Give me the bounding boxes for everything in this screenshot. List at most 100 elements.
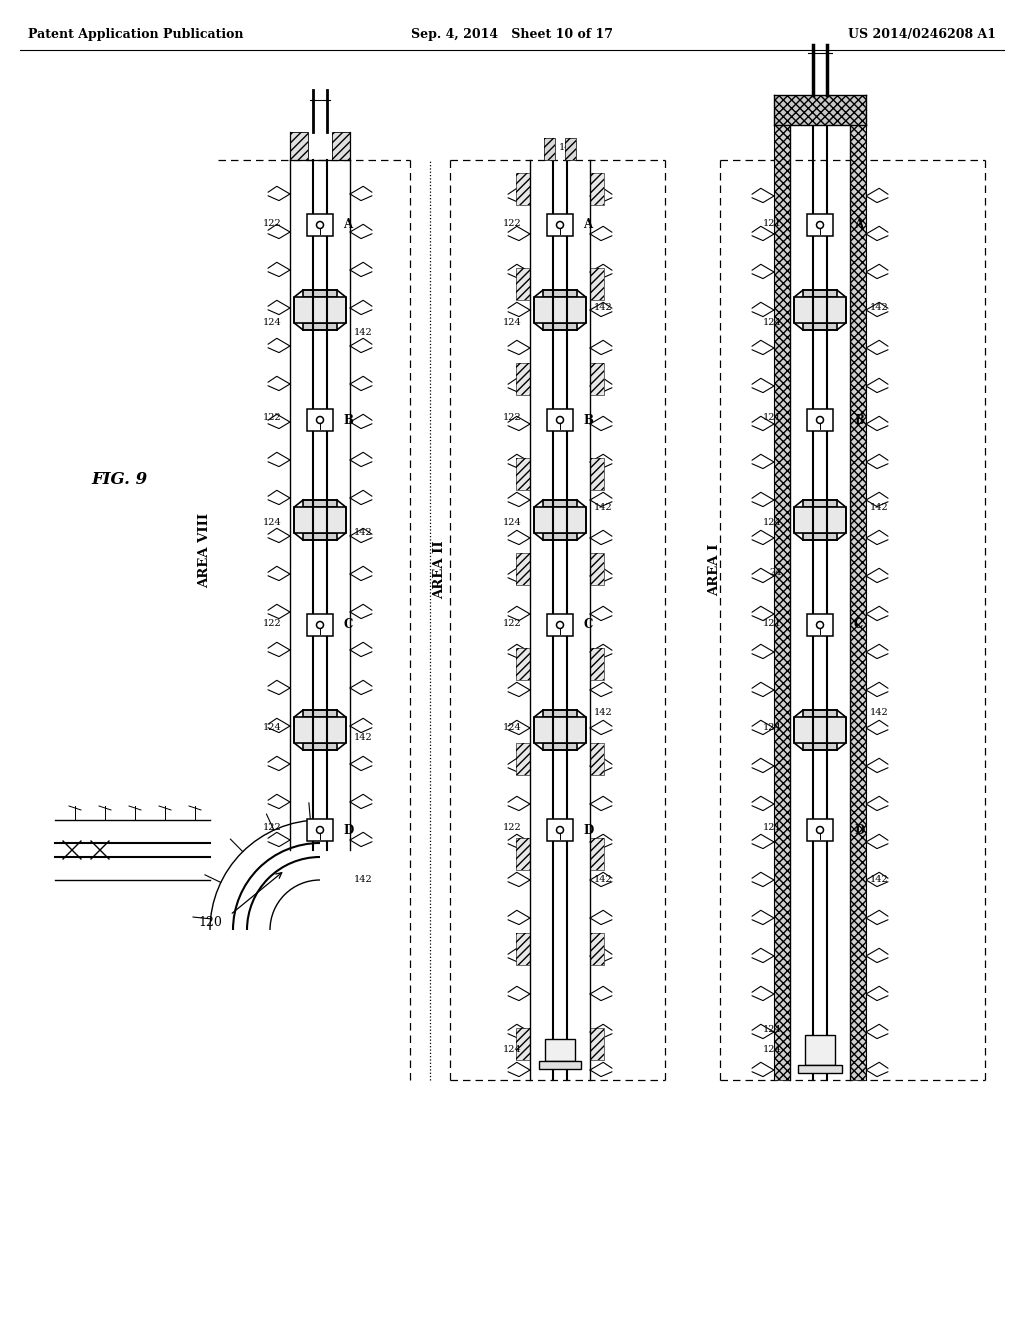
Bar bbox=[803, 743, 837, 750]
Bar bbox=[307, 818, 333, 841]
Text: 122: 122 bbox=[503, 824, 522, 833]
Bar bbox=[516, 648, 530, 680]
Bar bbox=[850, 125, 866, 1080]
Bar bbox=[590, 648, 604, 680]
Text: C: C bbox=[583, 619, 592, 631]
Bar bbox=[516, 553, 530, 585]
Text: 124: 124 bbox=[503, 318, 522, 327]
Bar bbox=[303, 500, 337, 507]
Bar bbox=[516, 838, 530, 870]
Text: 142: 142 bbox=[354, 733, 373, 742]
Text: 142: 142 bbox=[354, 327, 373, 337]
Bar bbox=[590, 1028, 604, 1060]
Bar bbox=[807, 214, 833, 236]
Text: B: B bbox=[854, 413, 864, 426]
Text: 124: 124 bbox=[763, 1045, 782, 1055]
Text: 124: 124 bbox=[763, 517, 782, 527]
Text: AREA I: AREA I bbox=[709, 544, 722, 597]
Bar bbox=[543, 710, 577, 717]
Bar bbox=[807, 409, 833, 432]
Circle shape bbox=[816, 826, 823, 833]
Bar bbox=[590, 458, 604, 490]
Bar bbox=[307, 614, 333, 636]
Bar bbox=[516, 648, 530, 680]
Bar bbox=[516, 363, 530, 395]
Bar bbox=[565, 139, 575, 160]
Bar bbox=[534, 507, 586, 533]
Text: Sep. 4, 2014   Sheet 10 of 17: Sep. 4, 2014 Sheet 10 of 17 bbox=[411, 28, 613, 41]
Bar bbox=[290, 132, 308, 160]
Circle shape bbox=[556, 826, 563, 833]
Bar bbox=[516, 933, 530, 965]
Bar bbox=[332, 132, 350, 160]
Text: 142: 142 bbox=[559, 143, 578, 152]
Bar bbox=[547, 409, 573, 432]
Circle shape bbox=[316, 622, 324, 628]
Bar bbox=[807, 614, 833, 636]
Text: 142: 142 bbox=[594, 304, 612, 312]
Bar bbox=[545, 1039, 575, 1061]
Bar bbox=[547, 818, 573, 841]
Bar bbox=[803, 533, 837, 540]
Text: Patent Application Publication: Patent Application Publication bbox=[28, 28, 244, 41]
Text: 121: 121 bbox=[763, 619, 782, 627]
Circle shape bbox=[816, 622, 823, 628]
Bar bbox=[774, 125, 790, 1080]
Bar bbox=[774, 95, 866, 125]
Text: D: D bbox=[583, 824, 593, 837]
Text: 121: 121 bbox=[763, 219, 782, 227]
Bar bbox=[332, 132, 350, 160]
Bar bbox=[543, 743, 577, 750]
Circle shape bbox=[816, 222, 823, 228]
Text: 124: 124 bbox=[503, 723, 522, 733]
Bar bbox=[590, 1028, 604, 1060]
Bar bbox=[516, 743, 530, 775]
Text: 122: 122 bbox=[263, 413, 282, 422]
Text: 121: 121 bbox=[763, 824, 782, 833]
Circle shape bbox=[556, 222, 563, 228]
Text: 142: 142 bbox=[594, 875, 612, 884]
Bar bbox=[794, 297, 846, 323]
Text: B: B bbox=[583, 413, 593, 426]
Bar bbox=[803, 710, 837, 717]
Bar bbox=[547, 214, 573, 236]
Text: 122: 122 bbox=[503, 413, 522, 422]
Bar bbox=[803, 323, 837, 330]
Text: 142: 142 bbox=[594, 503, 612, 512]
Text: 122: 122 bbox=[263, 619, 282, 627]
Text: 122: 122 bbox=[503, 219, 522, 227]
Bar bbox=[803, 290, 837, 297]
Bar bbox=[294, 297, 346, 323]
Text: 142: 142 bbox=[354, 875, 373, 884]
Bar bbox=[774, 125, 790, 1080]
Bar bbox=[290, 132, 308, 160]
Text: 124: 124 bbox=[503, 1045, 522, 1055]
Text: 120: 120 bbox=[198, 916, 222, 928]
Bar bbox=[307, 214, 333, 236]
Text: 124: 124 bbox=[763, 318, 782, 327]
Text: AREA VIII: AREA VIII bbox=[199, 512, 212, 587]
Text: A: A bbox=[583, 219, 592, 231]
Bar bbox=[590, 268, 604, 300]
Text: 122: 122 bbox=[263, 219, 282, 227]
Bar bbox=[516, 173, 530, 205]
Bar bbox=[590, 173, 604, 205]
Bar bbox=[303, 323, 337, 330]
Bar bbox=[516, 268, 530, 300]
Bar bbox=[590, 553, 604, 585]
Bar bbox=[307, 409, 333, 432]
Text: 122: 122 bbox=[263, 824, 282, 833]
Text: D: D bbox=[343, 824, 353, 837]
Text: 124: 124 bbox=[763, 723, 782, 733]
Text: 124: 124 bbox=[263, 723, 282, 733]
Bar bbox=[543, 290, 577, 297]
Text: 124: 124 bbox=[503, 517, 522, 527]
Bar bbox=[303, 533, 337, 540]
Bar bbox=[807, 818, 833, 841]
Bar bbox=[303, 290, 337, 297]
Text: 142: 142 bbox=[594, 708, 612, 717]
Text: A: A bbox=[343, 219, 352, 231]
Bar bbox=[590, 933, 604, 965]
Bar bbox=[565, 139, 575, 160]
Bar bbox=[534, 717, 586, 743]
